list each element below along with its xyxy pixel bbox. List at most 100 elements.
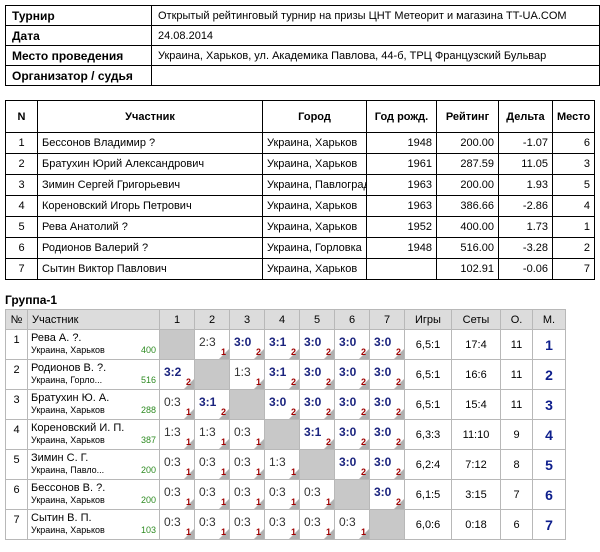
participant-rating: 400.00 [436,216,499,238]
corner-triangle-icon [359,349,369,359]
group-place: 6 [532,479,566,510]
corner-triangle-icon [324,499,334,509]
match-score: 3:0 [234,335,252,349]
corner-triangle-icon [289,409,299,419]
match-points: 2 [395,407,401,417]
group-player-meta: Украина, Харьков 200 [31,495,156,505]
match-points: 1 [325,497,331,507]
group-place: 3 [532,389,566,420]
group-games: 6,5:1 [404,329,452,360]
match-points: 1 [220,437,226,447]
group-row: 7 Сытин В. П. Украина, Харьков 103 0:3 1 0:3 1 0… [5,509,566,540]
corner-triangle-icon [184,439,194,449]
match-result: 0:3 1 [194,449,230,480]
corner-triangle-icon [219,409,229,419]
match-points: 2 [395,467,401,477]
corner-triangle-icon [324,379,334,389]
match-result: 3:0 2 [299,359,335,390]
participant-rating: 287.59 [436,153,499,175]
participant-row: 2 Братухин Юрий Александрович Украина, Хар… [5,153,595,175]
match-result: 3:0 2 [334,389,370,420]
column-header: Участник [37,100,263,133]
group-points: 11 [500,329,533,360]
corner-triangle-icon [394,379,404,389]
group-row-number: 1 [5,329,28,360]
match-score: 3:0 [374,425,392,439]
participant-place: 6 [552,132,595,154]
match-result: 3:0 2 [264,389,300,420]
corner-triangle-icon [219,529,229,539]
group-player: Сытин В. П. Украина, Харьков 103 [27,509,160,540]
column-header-opponent: 1 [159,309,195,330]
match-points: 2 [325,407,331,417]
participant-place: 3 [552,153,595,175]
match-score: 1:3 [269,455,286,469]
match-result: 0:3 1 [334,509,370,540]
participant-city: Украина, Харьков [262,258,367,280]
corner-triangle-icon [324,349,334,359]
participant-name: Кореновский Игорь Петрович [37,195,263,217]
group-points: 8 [500,449,533,480]
corner-triangle-icon [289,379,299,389]
match-points: 1 [360,527,366,537]
group-sets: 16:6 [451,359,501,390]
match-points: 1 [255,467,261,477]
group-player-name: Рева А. ?. [31,332,82,344]
match-points: 2 [395,377,401,387]
match-points: 1 [255,527,261,537]
column-header-opponent: 7 [369,309,405,330]
group-player-meta: Украина, Харьков 103 [31,525,156,535]
corner-triangle-icon [359,439,369,449]
match-result: 0:3 1 [229,479,265,510]
group-player-name: Братухин Ю. А. [31,392,110,404]
group-points: 11 [500,359,533,390]
corner-triangle-icon [184,499,194,509]
group-sets: 3:15 [451,479,501,510]
group-player-meta: Украина, Харьков 288 [31,405,156,415]
match-result: 3:0 2 [334,419,370,450]
match-points: 2 [360,467,366,477]
participant-city: Украина, Харьков [262,153,367,175]
match-score: 3:0 [374,395,392,409]
participant-name: Сытин Виктор Павлович [37,258,263,280]
corner-triangle-icon [394,439,404,449]
participant-birth-year: 1952 [366,216,437,238]
participant-birth-year: 1963 [366,195,437,217]
match-points: 1 [325,527,331,537]
match-score: 0:3 [234,515,251,529]
match-result: 3:0 2 [334,449,370,480]
group-row: 4 Кореновский И. П. Украина, Харьков 387 1:3… [5,419,566,450]
group-place: 7 [532,509,566,540]
participant-name: Рева Анатолий ? [37,216,263,238]
match-points: 2 [360,377,366,387]
group-player-name: Родионов В. ?. [31,362,107,374]
match-result: 3:1 2 [194,389,230,420]
match-score: 3:0 [374,455,392,469]
match-points: 1 [290,497,296,507]
corner-triangle-icon [254,439,264,449]
match-points: 2 [360,437,366,447]
corner-triangle-icon [359,379,369,389]
corner-triangle-icon [184,379,194,389]
participant-delta: 1.73 [498,216,553,238]
match-points: 1 [220,527,226,537]
match-score: 3:0 [339,335,357,349]
participant-birth-year: 1948 [366,237,437,259]
group-row-number: 4 [5,419,28,450]
group-row: 6 Бессонов В. ?. Украина, Харьков 200 0:3 1 0:… [5,479,566,510]
participant-delta: -1.07 [498,132,553,154]
group-sets: 11:10 [451,419,501,450]
match-result: 3:1 2 [299,419,335,450]
group-player-city: Украина, Харьков [31,435,105,445]
group-sets: 15:4 [451,389,501,420]
group-player-rating: 400 [140,345,156,355]
participant-number: 4 [5,195,38,217]
column-header: Рейтинг [436,100,499,133]
info-key: Место проведения [5,45,152,66]
match-points: 1 [185,467,191,477]
participant-delta: 11.05 [498,153,553,175]
column-header-opponent: 4 [264,309,300,330]
match-score: 1:3 [234,365,251,379]
participant-number: 3 [5,174,38,196]
column-header-games: Игры [404,309,452,330]
